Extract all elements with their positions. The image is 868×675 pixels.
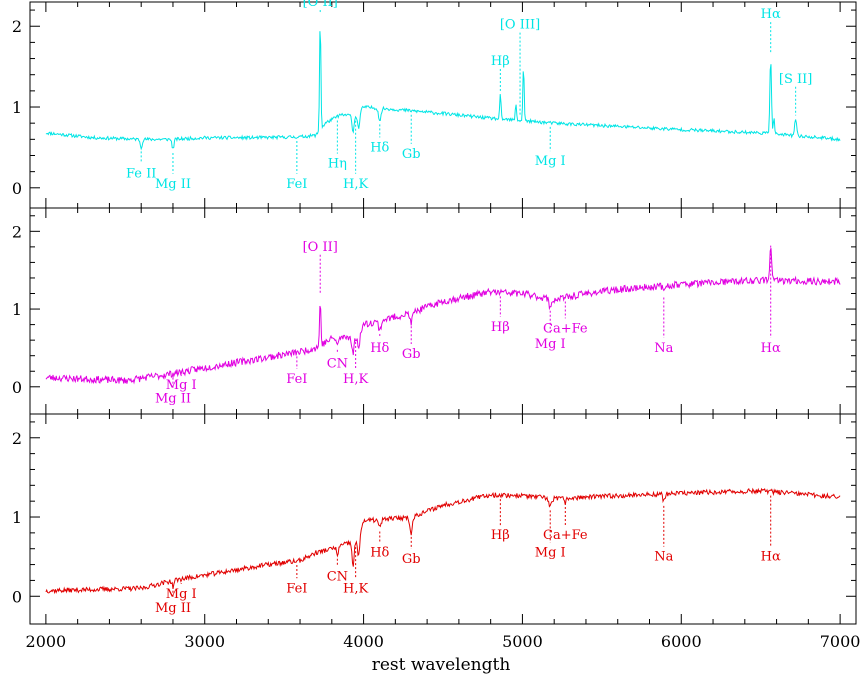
spectral-line-label: Gb xyxy=(402,147,421,162)
spectral-line-label: [O II] xyxy=(303,0,338,10)
spectral-line-label: Hβ xyxy=(491,320,510,335)
spectral-line-label: Mg I xyxy=(166,378,197,393)
spectral-line-label: Hα xyxy=(761,341,781,356)
x-tick-label: 5000 xyxy=(502,632,543,651)
spectral-line-label: FeI xyxy=(286,581,307,596)
spectral-line-label: Hβ xyxy=(491,528,510,543)
x-tick-label: 3000 xyxy=(184,632,225,651)
x-tick-label: 2000 xyxy=(26,632,67,651)
spectral-line-label: FeI xyxy=(286,177,307,192)
spectral-line-label: Hα xyxy=(761,7,781,22)
spectral-line-label: Mg I xyxy=(535,154,566,169)
spectral-line-label: Mg I xyxy=(535,337,566,352)
spectral-line-label: Hδ xyxy=(370,546,389,561)
spectral-line-label: Hδ xyxy=(370,140,389,155)
y-tick-label: 1 xyxy=(12,300,22,319)
y-tick-label: 2 xyxy=(12,17,22,36)
y-tick-label: 0 xyxy=(12,378,22,397)
spectral-line-label: [O III] xyxy=(500,18,540,33)
spectrum-line xyxy=(45,31,841,151)
spectral-line-label: Mg II xyxy=(155,601,191,616)
x-tick-label: 6000 xyxy=(661,632,702,651)
y-tick-label: 1 xyxy=(12,98,22,117)
spectral-line-label: Mg II xyxy=(155,177,191,192)
spectral-line-label: Na xyxy=(654,341,673,356)
spectral-line-label: Hβ xyxy=(491,54,510,69)
spectral-line-label: FeI xyxy=(286,372,307,387)
x-tick-label: 7000 xyxy=(820,632,861,651)
spectrum-line xyxy=(45,487,841,595)
spectral-line-label: Hη xyxy=(328,157,347,172)
spectral-line-label: CN xyxy=(327,569,348,584)
y-tick-label: 1 xyxy=(12,508,22,527)
x-tick-label: 4000 xyxy=(343,632,384,651)
y-tick-label: 2 xyxy=(12,429,22,448)
spectral-line-label: H,K xyxy=(343,581,368,596)
spectral-line-label: H,K xyxy=(343,177,368,192)
spectral-line-label: Hδ xyxy=(370,341,389,356)
spectral-line-label: Ca+Fe xyxy=(543,321,588,336)
spectral-line-label: [O II] xyxy=(303,240,338,255)
spectral-line-label: Mg I xyxy=(166,587,197,602)
y-tick-label: 2 xyxy=(12,222,22,241)
x-axis-title: rest wavelength xyxy=(372,655,511,675)
spectral-line-label: Gb xyxy=(402,347,421,362)
spectral-line-label: H,K xyxy=(343,372,368,387)
y-tick-label: 0 xyxy=(12,179,22,198)
spectral-line-label: Ca+Fe xyxy=(543,528,588,543)
spectral-line-label: Gb xyxy=(402,552,421,567)
spectral-line-label: [S II] xyxy=(779,72,812,87)
spectral-line-label: CN xyxy=(327,356,348,371)
spectrum-line xyxy=(45,247,841,385)
y-tick-label: 0 xyxy=(12,587,22,606)
spectral-line-label: Na xyxy=(654,550,673,565)
spectral-line-label: Hα xyxy=(761,550,781,565)
panel-frame xyxy=(29,207,857,415)
spectral-line-label: Mg I xyxy=(535,546,566,561)
spectral-line-label: Fe II xyxy=(126,166,156,181)
spectral-line-label: Mg II xyxy=(155,391,191,406)
panel-frame xyxy=(29,413,857,625)
